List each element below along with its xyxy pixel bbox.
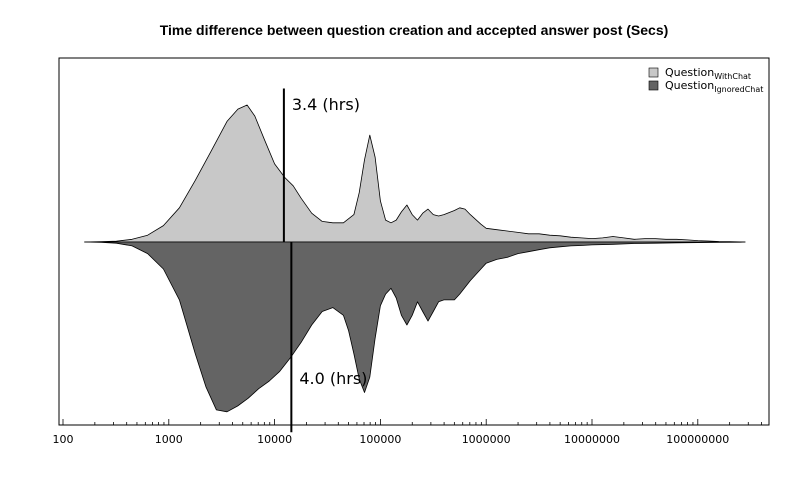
x-tick-label: 10000000	[564, 433, 620, 446]
legend-swatch-withchat	[648, 67, 659, 78]
legend-subscript: WithChat	[714, 72, 751, 81]
x-tick-label: 1000000	[462, 433, 511, 446]
x-axis: 100 1000 10000 100000 1000000 10000000 1000000…	[53, 419, 762, 446]
series-layer	[84, 104, 746, 413]
x-tick-label: 100000	[359, 433, 401, 446]
median-label-ignoredchat: 4.0 (hrs)	[299, 369, 367, 388]
plot-frame	[58, 57, 770, 426]
annotation-layer: 3.4 (hrs) 4.0 (hrs)	[282, 88, 367, 433]
density-area-withchat	[84, 104, 746, 243]
median-label-withchat: 3.4 (hrs)	[292, 95, 360, 114]
legend-subscript: IgnoredChat	[714, 85, 763, 94]
x-tick-label: 1000	[155, 433, 183, 446]
chart-title: Time difference between question creatio…	[160, 22, 669, 38]
x-tick-label: 10000	[257, 433, 292, 446]
x-tick-label: 100	[53, 433, 74, 446]
density-area-ignoredchat	[84, 241, 746, 413]
x-tick-label: 100000000	[666, 433, 729, 446]
legend-label-ignoredchat: QuestionIgnoredChat	[665, 79, 763, 94]
legend-swatch-ignoredchat	[648, 80, 659, 91]
